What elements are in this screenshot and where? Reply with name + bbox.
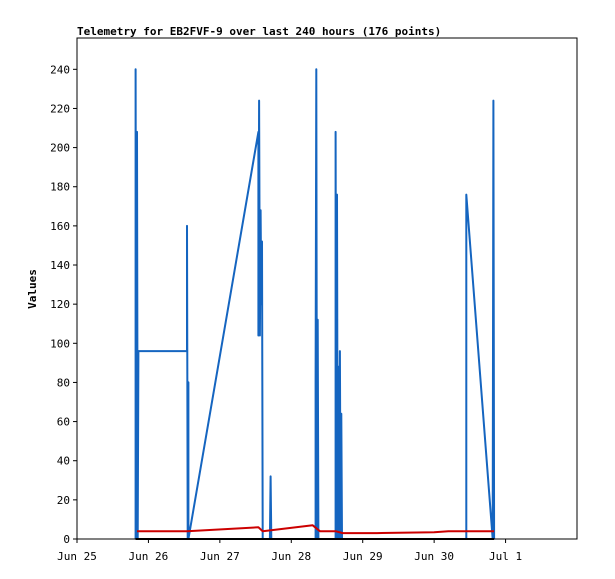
y-tick-label: 180 [50,181,70,194]
series-line-0 [134,68,496,540]
x-tick-label: Jun 26 [129,550,169,563]
x-tick-label: Jun 28 [271,550,311,563]
y-tick-label: 60 [57,416,70,429]
y-tick-label: 160 [50,220,70,233]
x-axis: Jun 25 Jun 26 Jun 27 Jun 28 Jun 29 Jun 30 Jul … [57,539,522,563]
y-tick-label: 20 [57,494,70,507]
x-tick-label: Jun 29 [343,550,383,563]
y-tick-label: 40 [57,455,70,468]
y-tick-label: 0 [63,533,70,546]
chart-title: Telemetry for EB2FVF-9 over last 240 hou… [77,25,441,38]
y-tick-label: 100 [50,337,70,350]
y-tick-label: 140 [50,259,70,272]
y-tick-label: 80 [57,376,70,389]
y-tick-label: 220 [50,102,70,115]
series-line-1 [137,524,495,535]
y-tick-label: 200 [50,142,70,155]
x-tick-label: Jun 30 [414,550,454,563]
y-tick-label: 120 [50,298,70,311]
y-tick-label: 240 [50,63,70,76]
y-axis: 0 20 40 60 80 100 120 140 160 180 200 220 240 [50,63,77,546]
plot-area [134,68,496,540]
x-tick-label: Jun 27 [200,550,240,563]
y-axis-label: Values [26,269,39,309]
x-tick-label: Jul 1 [489,550,522,563]
x-tick-label: Jun 25 [57,550,97,563]
plot-frame [76,37,578,540]
